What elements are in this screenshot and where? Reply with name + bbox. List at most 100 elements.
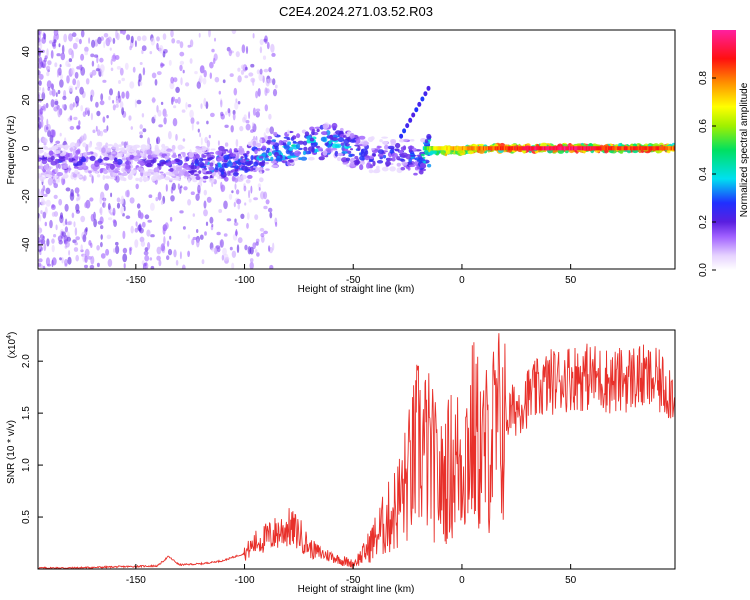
noise-blob [129,197,135,204]
spectral-blob [53,150,61,155]
spectral-blob [445,149,451,155]
spectral-blob [180,151,186,155]
spectral-blob [318,156,325,161]
spectral-blob [408,117,413,123]
ridge-cell [422,146,425,151]
noise-blob [50,99,55,108]
spectral-blob [385,160,391,167]
noise-blob [96,245,100,251]
spectral-blob [263,157,270,161]
x-tick-label: -150 [126,275,146,286]
ridge-cell [477,146,480,151]
noise-blob [244,244,248,251]
y-tick-label: -20 [21,189,32,204]
spectral-blob [89,155,96,162]
noise-blob [118,80,121,84]
noise-blob [167,248,173,256]
noise-blob [191,238,195,246]
noise-blob [91,175,94,184]
noise-blob [242,116,246,123]
noise-blob [174,98,178,104]
noise-blob [134,99,137,108]
noise-blob [89,72,94,77]
spectral-blob [420,96,425,102]
spectral-blob [403,138,408,142]
noise-blob [100,225,104,230]
ridge-cell [443,146,446,151]
ridge-cell [642,146,645,151]
spectral-blob [128,150,135,153]
noise-blob [223,200,228,210]
snr-ylabel: SNR (10 * v/v) [6,420,17,484]
noise-blob [46,118,49,128]
noise-blob [141,113,145,118]
ridge-cell [582,146,585,151]
x-tick-label: -50 [346,275,361,286]
ridge-cell [447,146,450,151]
noise-blob [75,86,78,90]
ridge-cell [475,146,478,151]
spectral-blob [341,157,348,163]
noise-blob [179,51,185,57]
noise-blob [59,257,62,261]
noise-blob [109,88,113,96]
noise-blob [42,211,47,219]
spectral-blob [169,167,174,172]
noise-blob [211,48,215,53]
spectral-blob [261,145,267,150]
spectral-blob [193,156,197,160]
ridge-cell [437,146,440,151]
noise-blob [237,237,243,244]
ridge-cell [481,146,484,151]
noise-blob [160,62,164,69]
spectral-blob [128,172,134,177]
noise-blob [64,226,68,233]
ridge-cell [441,146,444,151]
ridge-cell [626,146,629,151]
ridge-cell [647,146,650,151]
noise-blob [39,234,45,240]
spectral-blob [420,162,426,168]
noise-blob [72,102,75,108]
noise-blob [85,78,90,85]
noise-blob [48,40,53,44]
noise-blob [51,244,55,253]
ridge-cell [467,146,470,151]
noise-blob [76,100,79,107]
ridge-cell [580,146,583,151]
noise-blob [51,238,55,244]
noise-blob [47,129,51,137]
noise-blob [154,79,158,86]
spectral-blob [343,135,347,138]
spectral-blob [164,155,170,160]
noise-blob [67,256,72,265]
spectral-blob [185,156,190,162]
spectral-blob [48,147,53,151]
spectral-blob [365,155,370,158]
noise-blob [119,101,124,109]
noise-blob [196,81,201,89]
spectral-blob [423,91,428,97]
spectral-blob [49,150,54,156]
spectral-blob [334,150,339,157]
noise-blob [217,140,220,146]
spectral-blob [166,148,173,152]
noise-blob [236,198,242,205]
noise-blob [200,137,203,146]
noise-blob [53,30,59,37]
spectral-blob [401,161,408,166]
noise-blob [62,220,66,227]
noise-blob [70,67,75,76]
noise-blob [200,65,205,70]
noise-blob [45,187,51,195]
noise-blob [258,73,264,82]
noise-blob [100,93,104,101]
noise-blob [53,194,58,199]
noise-blob [192,213,195,217]
spectral-blob [411,112,416,118]
noise-blob [222,247,227,256]
noise-blob [82,234,87,243]
spectral-blob [112,160,119,165]
noise-blob [90,213,95,222]
spectral-blob [96,174,101,178]
